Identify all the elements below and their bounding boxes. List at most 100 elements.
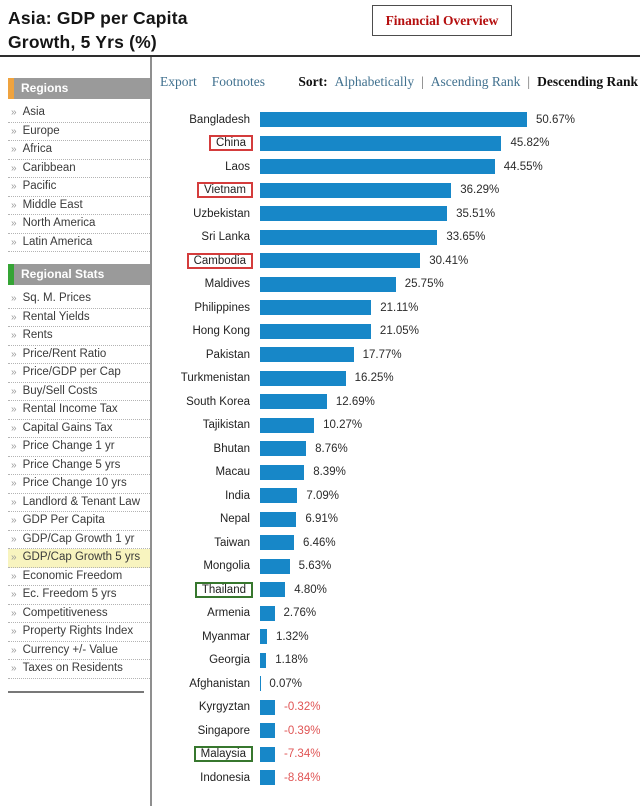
country-label-thailand[interactable]: Thailand xyxy=(194,581,253,598)
chart-value: 5.63% xyxy=(298,560,332,573)
chart-value: 6.91% xyxy=(305,513,339,526)
sidebar-item-label: Africa xyxy=(22,143,52,155)
sidebar-item-middle-east[interactable]: » Middle East xyxy=(8,197,150,215)
country-label-india[interactable]: India xyxy=(225,489,250,502)
sidebar-item-price-change-1-yr[interactable]: » Price Change 1 yr xyxy=(8,438,150,457)
country-label-laos[interactable]: Laos xyxy=(225,160,250,173)
sidebar-item-gdp-per-capita[interactable]: » GDP Per Capita xyxy=(8,512,150,531)
country-label-armenia[interactable]: Armenia xyxy=(207,607,250,620)
sidebar-item-latin-america[interactable]: » Latin America xyxy=(8,234,150,252)
sidebar-item-gdp-cap-growth-5-yrs[interactable]: » GDP/Cap Growth 5 yrs xyxy=(8,549,150,568)
country-label-taiwan[interactable]: Taiwan xyxy=(214,536,250,549)
chart-row-afghanistan: Afghanistan 0.07% xyxy=(160,672,638,696)
chart-row-thailand: Thailand 4.80% xyxy=(160,578,638,602)
sidebar-item-caribbean[interactable]: » Caribbean xyxy=(8,160,150,178)
sort-option-ascending-rank[interactable]: Ascending Rank xyxy=(430,74,521,89)
export-link[interactable]: Export xyxy=(160,74,197,89)
country-label-mongolia[interactable]: Mongolia xyxy=(203,560,250,573)
chart-bar xyxy=(260,535,295,551)
chart-bar-cell: 10.27% xyxy=(260,417,638,433)
country-label-kyrgyztan[interactable]: Kyrgyztan xyxy=(198,701,250,714)
country-label-philippines[interactable]: Philippines xyxy=(194,301,250,314)
sort-option-descending-rank[interactable]: Descending Rank xyxy=(537,74,638,89)
chart-row-uzbekistan: Uzbekistan 35.51% xyxy=(160,202,638,226)
sidebar-item-africa[interactable]: » Africa xyxy=(8,141,150,160)
chart-bar xyxy=(260,723,275,739)
chart-row-hong-kong: Hong Kong 21.05% xyxy=(160,320,638,344)
chart-row-tajikistan: Tajikistan 10.27% xyxy=(160,414,638,438)
country-label-pakistan[interactable]: Pakistan xyxy=(205,348,250,361)
sort-option-alphabetically[interactable]: Alphabetically xyxy=(334,74,415,89)
sidebar-item-rental-income-tax[interactable]: » Rental Income Tax xyxy=(8,401,150,420)
country-label-uzbekistan[interactable]: Uzbekistan xyxy=(193,207,250,220)
chart-bar-cell: 6.91% xyxy=(260,511,638,527)
country-label-indonesia[interactable]: Indonesia xyxy=(200,771,250,784)
sidebar-item-price-rent-ratio[interactable]: » Price/Rent Ratio xyxy=(8,346,150,364)
country-label-turkmenistan[interactable]: Turkmenistan xyxy=(180,372,250,385)
sort-separator: | xyxy=(421,74,424,89)
sidebar-item-north-america[interactable]: » North America xyxy=(8,215,150,234)
country-label-tajikistan[interactable]: Tajikistan xyxy=(202,419,250,432)
chevron-right-icon: » xyxy=(11,236,17,248)
chart-value: 1.32% xyxy=(275,630,309,643)
sidebar-item-property-rights-index[interactable]: » Property Rights Index xyxy=(8,623,150,642)
sidebar-item-currency-value[interactable]: » Currency +/- Value xyxy=(8,642,150,660)
country-label-afghanistan[interactable]: Afghanistan xyxy=(189,677,250,690)
sidebar-item-gdp-cap-growth-1-yr[interactable]: » GDP/Cap Growth 1 yr xyxy=(8,531,150,549)
chart-row-singapore: Singapore -0.39% xyxy=(160,719,638,743)
sidebar-item-price-change-5-yrs[interactable]: » Price Change 5 yrs xyxy=(8,457,150,475)
country-label-nepal[interactable]: Nepal xyxy=(219,513,250,526)
chart-value: 8.76% xyxy=(315,442,348,455)
country-label-south-korea[interactable]: South Korea xyxy=(186,395,250,408)
country-label-malaysia[interactable]: Malaysia xyxy=(193,746,253,763)
chart-row-bangladesh: Bangladesh 50.67% xyxy=(160,108,638,132)
sidebar-section-title: Regions xyxy=(14,78,150,99)
sidebar-section-header-regions: Regions xyxy=(8,78,150,99)
sidebar-item-price-change-10-yrs[interactable]: » Price Change 10 yrs xyxy=(8,475,150,494)
chart-value: 17.77% xyxy=(362,348,402,361)
chart-bar xyxy=(260,182,452,198)
sidebar-item-asia[interactable]: » Asia xyxy=(8,104,150,123)
sidebar-item-label: Asia xyxy=(22,106,45,118)
chart-row-georgia: Georgia 1.18% xyxy=(160,649,638,673)
sidebar-item-landlord-tenant-law[interactable]: » Landlord & Tenant Law xyxy=(8,494,150,512)
page-title-line2: Growth, 5 Yrs (%) xyxy=(8,32,157,52)
chart-row-malaysia: Malaysia -7.34% xyxy=(160,743,638,767)
footnotes-link[interactable]: Footnotes xyxy=(211,74,266,89)
sidebar-item-economic-freedom[interactable]: » Economic Freedom xyxy=(8,568,150,586)
chart-bar-cell: 8.39% xyxy=(260,464,638,480)
chevron-right-icon: » xyxy=(11,107,17,118)
sidebar-item-competitiveness[interactable]: » Competitiveness xyxy=(8,605,150,623)
country-label-myanmar[interactable]: Myanmar xyxy=(202,630,250,643)
country-label-cambodia[interactable]: Cambodia xyxy=(186,252,253,269)
country-label-vietnam[interactable]: Vietnam xyxy=(197,182,253,199)
chart-value: 1.18% xyxy=(275,654,308,667)
country-label-china[interactable]: China xyxy=(208,135,253,152)
sidebar-item-rental-yields[interactable]: » Rental Yields xyxy=(8,309,150,327)
sidebar-item-ec-freedom-5-yrs[interactable]: » Ec. Freedom 5 yrs xyxy=(8,586,150,605)
sidebar-item-buy-sell-costs[interactable]: » Buy/Sell Costs xyxy=(8,383,150,401)
sidebar-item-label: Price Change 10 yrs xyxy=(22,477,127,489)
sidebar-item-capital-gains-tax[interactable]: » Capital Gains Tax xyxy=(8,420,150,438)
country-label-sri-lanka[interactable]: Sri Lanka xyxy=(201,231,250,244)
sidebar-item-europe[interactable]: » Europe xyxy=(8,123,150,141)
country-label-bangladesh[interactable]: Bangladesh xyxy=(189,113,250,126)
sidebar-item-pacific[interactable]: » Pacific xyxy=(8,178,150,197)
sidebar-section-list: » Sq. M. Prices » Rental Yields » Rents » Price… xyxy=(8,290,150,679)
sidebar-item-price-gdp-per-cap[interactable]: » Price/GDP per Cap xyxy=(8,364,150,383)
country-label-bhutan[interactable]: Bhutan xyxy=(213,442,250,455)
chart-row-kyrgyztan: Kyrgyztan -0.32% xyxy=(160,696,638,720)
country-label-maldives[interactable]: Maldives xyxy=(204,278,250,291)
financial-overview-button[interactable]: Financial Overview xyxy=(372,5,512,36)
country-label-hong-kong[interactable]: Hong Kong xyxy=(192,325,250,338)
chart-label-cell: Indonesia xyxy=(160,771,260,785)
sidebar-item-rents[interactable]: » Rents xyxy=(8,327,150,346)
sidebar-item-label: Capital Gains Tax xyxy=(22,421,113,434)
country-label-singapore[interactable]: Singapore xyxy=(197,724,250,737)
chart-bar xyxy=(260,770,275,786)
sidebar-item-sq-m-prices[interactable]: » Sq. M. Prices xyxy=(8,290,150,309)
country-label-macau[interactable]: Macau xyxy=(215,466,250,479)
chart-bar-cell: 21.05% xyxy=(260,323,638,339)
sidebar-item-taxes-on-residents[interactable]: » Taxes on Residents xyxy=(8,660,150,679)
country-label-georgia[interactable]: Georgia xyxy=(209,654,250,667)
